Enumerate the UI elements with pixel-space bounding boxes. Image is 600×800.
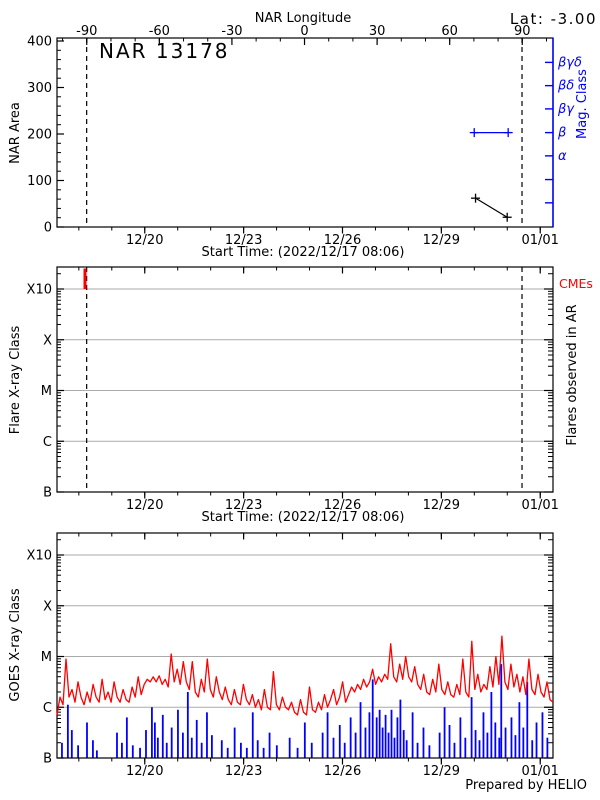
svg-text:12/29: 12/29 (423, 498, 460, 513)
start-time-label-top: Start Time: (2022/12/17 08:06) (202, 245, 405, 260)
svg-text:12/26: 12/26 (324, 764, 361, 779)
svg-text:12/20: 12/20 (126, 233, 163, 248)
xray-class-axis-ticks: B C M X X10 B C M X X10 (27, 273, 553, 767)
svg-text:B: B (43, 752, 52, 767)
credit-label: Prepared by HELIO (465, 778, 587, 793)
svg-text:12/26: 12/26 (324, 233, 361, 248)
svg-text:400: 400 (27, 35, 52, 50)
longitude-axis-ticks: -90 -60 -30 0 30 60 90 (62, 24, 547, 45)
svg-text:300: 300 (27, 81, 52, 96)
panel-frames (56, 37, 554, 759)
svg-text:12/20: 12/20 (126, 764, 163, 779)
svg-text:0: 0 (44, 221, 52, 236)
svg-text:-30: -30 (221, 24, 242, 39)
svg-text:12/20: 12/20 (126, 498, 163, 513)
svg-text:01/01: 01/01 (521, 233, 558, 248)
svg-text:200: 200 (27, 128, 52, 143)
svg-text:-60: -60 (149, 24, 170, 39)
svg-text:60: 60 (441, 24, 458, 39)
nar-area-axis-label: NAR Area (8, 102, 23, 164)
svg-text:30: 30 (369, 24, 386, 39)
goes-red-series (56, 635, 554, 716)
flares-observed-label: Flares observed in AR (565, 304, 580, 445)
svg-text:α: α (558, 149, 567, 164)
active-region-title: NAR 13178 (99, 39, 230, 63)
svg-text:100: 100 (27, 174, 52, 189)
svg-text:12/29: 12/29 (423, 233, 460, 248)
svg-text:X10: X10 (27, 283, 52, 298)
latitude-label: Lat: -3.00 (510, 10, 597, 28)
svg-text:12/23: 12/23 (225, 764, 262, 779)
svg-text:12/23: 12/23 (225, 498, 262, 513)
svg-text:X: X (43, 599, 52, 614)
svg-text:12/23: 12/23 (225, 233, 262, 248)
svg-text:β: β (557, 126, 566, 141)
svg-text:βγδ: βγδ (557, 55, 582, 70)
cmes-label: CMEs (559, 276, 593, 291)
mag-class-axis-ticks: βγδ βδ βγ βα (545, 55, 582, 204)
flare-xray-axis-label: Flare X-ray Class (8, 326, 23, 435)
svg-text:B: B (43, 486, 52, 501)
svg-text:01/01: 01/01 (521, 764, 558, 779)
mag-class-axis-label: Mag. Class (575, 69, 590, 139)
svg-text:M: M (41, 384, 52, 399)
area-axis-ticks: 0 100 200 300 400 (27, 35, 64, 236)
svg-text:0: 0 (300, 24, 308, 39)
goes-xray-axis-label: GOES X-ray Class (8, 588, 23, 701)
svg-text:-90: -90 (76, 24, 97, 39)
goes-blue-spikes (61, 664, 549, 758)
svg-text:01/01: 01/01 (521, 498, 558, 513)
svg-text:12/29: 12/29 (423, 764, 460, 779)
limb-crossing-lines (86, 38, 523, 492)
nar-area-series (471, 193, 512, 222)
svg-text:X10: X10 (27, 549, 52, 564)
svg-text:90: 90 (514, 24, 531, 39)
svg-text:C: C (43, 435, 52, 450)
svg-text:βδ: βδ (557, 79, 574, 94)
start-time-label-middle: Start Time: (2022/12/17 08:06) (202, 510, 405, 525)
top-axis-title: NAR Longitude (255, 11, 351, 26)
svg-text:X: X (43, 333, 52, 348)
svg-text:12/26: 12/26 (324, 498, 361, 513)
time-axis-ticks: 12/20 12/23 12/26 12/29 01/01 12/20 12/23 12/26… (78, 227, 559, 779)
svg-text:βγ: βγ (557, 102, 575, 117)
mag-class-series (469, 128, 513, 138)
svg-text:M: M (41, 650, 52, 665)
svg-text:C: C (43, 701, 52, 716)
